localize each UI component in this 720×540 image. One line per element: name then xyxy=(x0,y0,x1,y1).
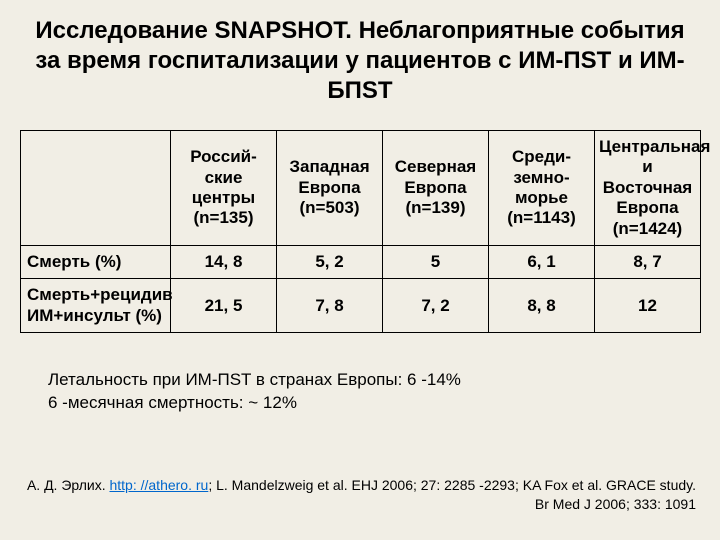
table-cell: 8, 7 xyxy=(595,245,701,278)
table-cell: 6, 1 xyxy=(489,245,595,278)
table-header: Центральная и Восточная Европа (n=1424) xyxy=(595,131,701,246)
table-header: Среди-земно-морье (n=1143) xyxy=(489,131,595,246)
table-cell: 7, 2 xyxy=(383,279,489,333)
citation-prefix: А. Д. Эрлих. xyxy=(27,477,110,493)
data-table: Россий-ские центры (n=135) Западная Евро… xyxy=(20,130,701,333)
table-header-blank xyxy=(21,131,171,246)
note-line-1: Летальность при ИМ-ПST в странах Европы:… xyxy=(48,369,692,392)
citation-suffix: ; L. Mandelzweig et al. EHJ 2006; 27: 22… xyxy=(208,477,696,512)
table-cell: 14, 8 xyxy=(171,245,277,278)
table-header: Россий-ские центры (n=135) xyxy=(171,131,277,246)
table-cell: 5 xyxy=(383,245,489,278)
row-label: Смерть (%) xyxy=(21,245,171,278)
note-line-2: 6 -месячная смертность: ~ 12% xyxy=(48,392,692,415)
table-cell: 7, 8 xyxy=(277,279,383,333)
slide-title: Исследование SNAPSHOT. Неблагоприятные с… xyxy=(20,16,700,106)
slide: Исследование SNAPSHOT. Неблагоприятные с… xyxy=(0,0,720,540)
table-header-row: Россий-ские центры (n=135) Западная Евро… xyxy=(21,131,701,246)
citation: А. Д. Эрлих. http: //athero. ru; L. Mand… xyxy=(0,476,720,514)
citation-link[interactable]: http: //athero. ru xyxy=(109,477,208,493)
table-cell: 21, 5 xyxy=(171,279,277,333)
table-header: Западная Европа (n=503) xyxy=(277,131,383,246)
notes: Летальность при ИМ-ПST в странах Европы:… xyxy=(48,369,692,415)
table-cell: 5, 2 xyxy=(277,245,383,278)
table-row: Смерть+рецидив ИМ+инсульт (%) 21, 5 7, 8… xyxy=(21,279,701,333)
row-label: Смерть+рецидив ИМ+инсульт (%) xyxy=(21,279,171,333)
table-cell: 8, 8 xyxy=(489,279,595,333)
table-row: Смерть (%) 14, 8 5, 2 5 6, 1 8, 7 xyxy=(21,245,701,278)
table-header: Северная Европа (n=139) xyxy=(383,131,489,246)
table-cell: 12 xyxy=(595,279,701,333)
